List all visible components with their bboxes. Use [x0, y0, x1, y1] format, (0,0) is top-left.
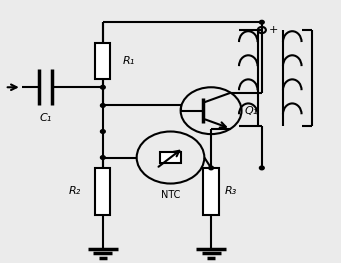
- Circle shape: [101, 156, 105, 159]
- Bar: [204, 168, 219, 215]
- Bar: [95, 43, 110, 79]
- Circle shape: [260, 21, 264, 24]
- Circle shape: [101, 85, 105, 89]
- Circle shape: [101, 130, 105, 133]
- Text: R₂: R₂: [69, 186, 81, 196]
- Circle shape: [209, 166, 213, 170]
- Text: C₁: C₁: [39, 114, 51, 124]
- Text: Q₁: Q₁: [245, 106, 258, 116]
- Bar: [95, 168, 110, 215]
- Text: +: +: [269, 25, 279, 35]
- Text: NTC: NTC: [161, 190, 180, 200]
- Bar: [160, 152, 181, 163]
- Circle shape: [260, 166, 264, 170]
- Text: R₁: R₁: [123, 56, 135, 66]
- Circle shape: [101, 104, 105, 107]
- Text: R₃: R₃: [225, 186, 237, 196]
